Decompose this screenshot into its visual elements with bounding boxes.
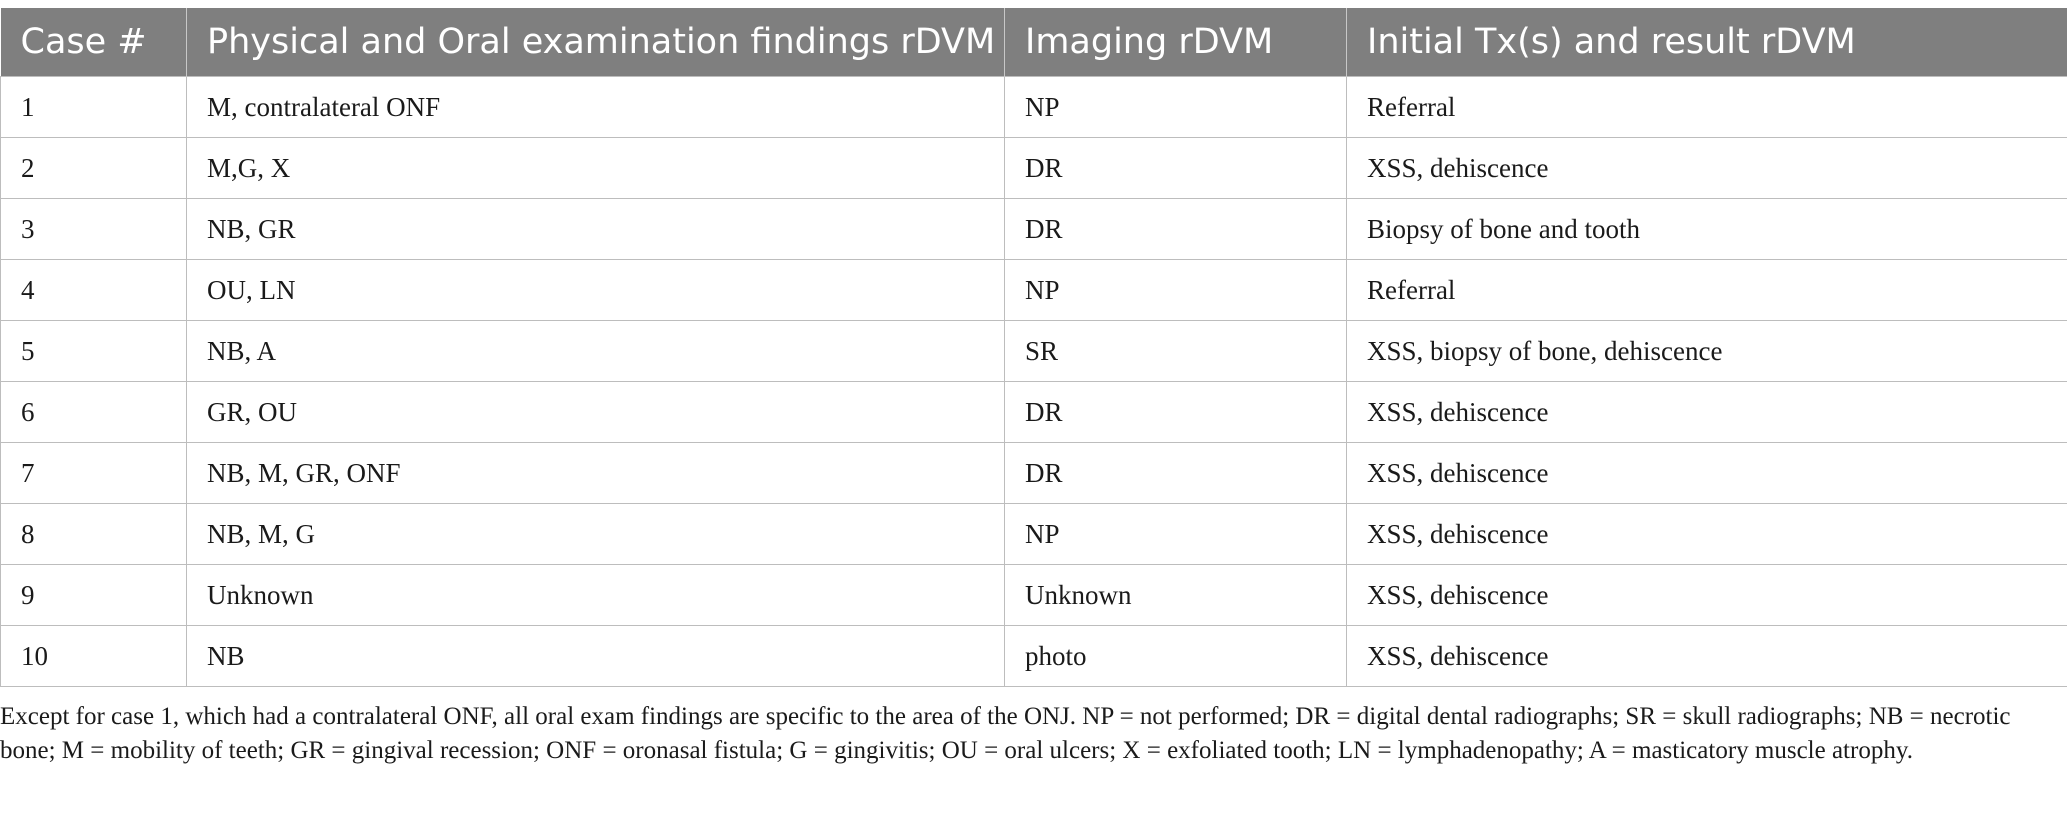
cell-case: 3 [0,198,187,260]
cell-imaging: Unknown [1004,564,1347,626]
cell-case: 8 [0,503,187,565]
cases-table: Case # Physical and Oral examination fin… [0,8,2067,687]
cell-treatment: XSS, dehiscence [1346,381,2067,443]
table-row: 7 NB, M, GR, ONF DR XSS, dehiscence [0,442,2067,504]
table-row: 1 M, contralateral ONF NP Referral [0,76,2067,138]
cell-imaging: NP [1004,503,1347,565]
cell-case: 9 [0,564,187,626]
cell-treatment: XSS, biopsy of bone, dehiscence [1346,320,2067,382]
cell-case: 5 [0,320,187,382]
cell-imaging: DR [1004,198,1347,260]
cell-findings: Unknown [186,564,1005,626]
table-footnote: Except for case 1, which had a contralat… [0,703,2011,764]
cell-case: 1 [0,76,187,138]
cell-imaging: photo [1004,625,1347,687]
column-header-imaging: Imaging rDVM [1004,8,1347,77]
cell-imaging: NP [1004,76,1347,138]
cell-case: 4 [0,259,187,321]
cell-findings: NB, M, G [186,503,1005,565]
table-header-row: Case # Physical and Oral examination fin… [0,8,2067,77]
cell-imaging: SR [1004,320,1347,382]
column-header-treatment: Initial Tx(s) and result rDVM [1346,8,2067,77]
column-header-case: Case # [0,8,187,77]
cell-treatment: XSS, dehiscence [1346,625,2067,687]
cell-imaging: DR [1004,442,1347,504]
cell-findings: NB [186,625,1005,687]
table-row: 2 M,G, X DR XSS, dehiscence [0,137,2067,199]
table-row: 4 OU, LN NP Referral [0,259,2067,321]
cell-findings: GR, OU [186,381,1005,443]
column-header-findings: Physical and Oral examination findings r… [186,8,1005,77]
cell-imaging: DR [1004,137,1347,199]
cell-treatment: Referral [1346,259,2067,321]
table-row: 8 NB, M, G NP XSS, dehiscence [0,503,2067,565]
cell-imaging: NP [1004,259,1347,321]
table-row: 6 GR, OU DR XSS, dehiscence [0,381,2067,443]
cell-case: 10 [0,625,187,687]
cell-imaging: DR [1004,381,1347,443]
cell-findings: NB, A [186,320,1005,382]
table-row: 5 NB, A SR XSS, biopsy of bone, dehiscen… [0,320,2067,382]
cell-case: 7 [0,442,187,504]
table-row: 10 NB photo XSS, dehiscence [0,625,2067,687]
cell-treatment: XSS, dehiscence [1346,564,2067,626]
cell-findings: M,G, X [186,137,1005,199]
table-row: 3 NB, GR DR Biopsy of bone and tooth [0,198,2067,260]
cell-treatment: XSS, dehiscence [1346,503,2067,565]
cell-treatment: Biopsy of bone and tooth [1346,198,2067,260]
cell-treatment: XSS, dehiscence [1346,137,2067,199]
cases-table-container: Case # Physical and Oral examination fin… [0,8,2067,687]
cell-case: 6 [0,381,187,443]
table-row: 9 Unknown Unknown XSS, dehiscence [0,564,2067,626]
cell-findings: NB, M, GR, ONF [186,442,1005,504]
cell-findings: OU, LN [186,259,1005,321]
cell-findings: M, contralateral ONF [186,76,1005,138]
cell-treatment: XSS, dehiscence [1346,442,2067,504]
cell-case: 2 [0,137,187,199]
cell-findings: NB, GR [186,198,1005,260]
cell-treatment: Referral [1346,76,2067,138]
